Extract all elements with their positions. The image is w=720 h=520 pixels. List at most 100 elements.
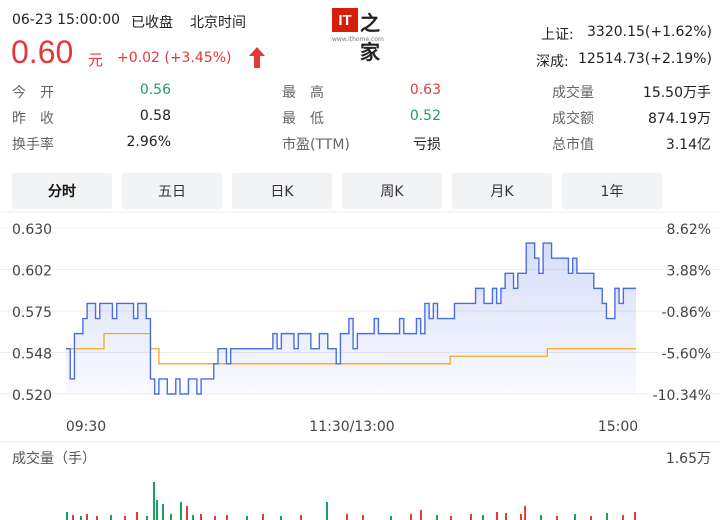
y-tick-right: 8.62% <box>667 222 711 238</box>
logo-url: www.ithome.com <box>332 36 384 43</box>
volume-bar <box>124 516 126 520</box>
volume-bar <box>556 516 558 520</box>
volume-bar <box>362 515 364 520</box>
y-tick-left: 0.520 <box>12 388 52 404</box>
volume-bar <box>326 502 328 520</box>
volume-bar <box>496 512 498 520</box>
x-tick: 15:00 <box>598 419 638 435</box>
volume-bar <box>162 504 164 520</box>
volume-bar <box>634 512 636 520</box>
tab-1[interactable]: 五日 <box>122 173 222 209</box>
volume-bar <box>192 515 194 520</box>
volume-bar <box>153 482 155 520</box>
volume-bar <box>520 514 522 520</box>
market-status: 已收盘 <box>131 15 173 31</box>
volume-bar <box>346 514 348 520</box>
volume-bar <box>590 516 592 520</box>
volume-bar <box>80 516 82 520</box>
volume-bar <box>280 516 282 520</box>
average-price-line <box>66 332 636 365</box>
volume-bar <box>524 506 526 520</box>
tab-5[interactable]: 1年 <box>562 173 662 209</box>
stat-label: 成交量 <box>552 85 594 101</box>
volume-bar <box>200 514 202 520</box>
volume-bar <box>622 515 624 520</box>
volume-bar <box>420 510 422 520</box>
stat-value: 874.19万 <box>648 111 711 127</box>
volume-bar <box>136 512 138 520</box>
volume-bar <box>180 502 182 520</box>
volume-bar <box>505 513 507 520</box>
y-tick-left: 0.575 <box>12 305 52 321</box>
volume-bar <box>436 515 438 520</box>
volume-bar <box>86 514 88 520</box>
volume-bar <box>186 506 188 520</box>
index-sz-value: 12514.73(+2.19%) <box>578 51 712 67</box>
volume-bar <box>146 516 148 520</box>
volume-bar <box>574 514 576 520</box>
volume-bar <box>300 515 302 520</box>
stat-label: 换手率 <box>12 137 54 153</box>
logo-mark: IT <box>332 8 358 32</box>
y-tick-left: 0.548 <box>12 347 52 363</box>
volume-bar <box>246 516 248 520</box>
datetime: 06-23 15:00:00 <box>12 12 121 28</box>
volume-label: 成交量（手） <box>12 450 96 467</box>
price-change: +0.02 (+3.45%) <box>117 50 232 66</box>
y-tick-right: -5.60% <box>661 347 711 363</box>
x-tick: 09:30 <box>66 419 106 435</box>
volume-bar <box>156 500 158 520</box>
volume-bar <box>72 515 74 520</box>
y-tick-right: -0.86% <box>661 305 711 321</box>
volume-bar <box>410 514 412 520</box>
stat-value: 0.63 <box>409 82 441 98</box>
timezone: 北京时间 <box>190 15 246 31</box>
tab-0[interactable]: 分时 <box>12 173 112 209</box>
volume-bar <box>470 514 472 520</box>
x-tick: 11:30/13:00 <box>309 419 394 435</box>
volume-bar <box>110 515 112 520</box>
volume-bar <box>450 516 452 520</box>
stat-value: 0.58 <box>139 108 171 124</box>
tab-4[interactable]: 月K <box>452 173 552 209</box>
volume-bar <box>390 516 392 520</box>
volume-bar <box>66 512 68 520</box>
stat-value: 亏损 <box>413 137 441 153</box>
volume-bar <box>226 515 228 520</box>
index-sh-value: 3320.15(+1.62%) <box>587 24 713 40</box>
y-tick-right: -10.34% <box>653 388 711 404</box>
stat-label: 昨 收 <box>12 111 54 127</box>
volume-bar <box>214 516 216 520</box>
volume-bar <box>482 515 484 520</box>
stat-value: 0.56 <box>139 82 171 98</box>
stat-label: 市盈(TTM) <box>282 137 350 153</box>
logo-name: 之家 <box>360 11 380 64</box>
stat-value: 15.50万手 <box>642 85 711 101</box>
volume-bar <box>170 514 172 520</box>
stat-value: 3.14亿 <box>665 137 711 153</box>
current-price: 0.60 <box>11 34 74 70</box>
stat-label: 最 低 <box>282 111 324 127</box>
tab-3[interactable]: 周K <box>342 173 442 209</box>
stat-value: 0.52 <box>409 108 441 124</box>
y-tick-left: 0.602 <box>12 264 52 280</box>
index-sh-label: 上证: <box>541 27 574 43</box>
volume-bar <box>262 514 264 520</box>
y-tick-left: 0.630 <box>12 222 52 238</box>
ithome-logo: IT 之家 www.ithome.com <box>332 8 394 64</box>
price-unit: 元 <box>88 51 104 69</box>
volume-bar <box>606 513 608 520</box>
y-tick-right: 3.88% <box>667 264 711 280</box>
tab-2[interactable]: 日K <box>232 173 332 209</box>
volume-max-label: 1.65万 <box>666 451 711 467</box>
stat-label: 最 高 <box>282 85 324 101</box>
stat-label: 成交额 <box>552 111 594 127</box>
stat-label: 总市值 <box>552 137 594 153</box>
price-line <box>66 242 636 395</box>
volume-bar <box>96 516 98 520</box>
volume-bar <box>540 515 542 520</box>
stat-label: 今 开 <box>12 85 54 101</box>
index-sz-label: 深成: <box>536 54 569 70</box>
stat-value: 2.96% <box>126 134 171 150</box>
